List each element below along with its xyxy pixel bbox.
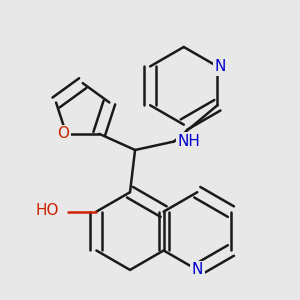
Text: HO: HO [36,203,59,218]
Text: N: N [214,59,226,74]
Text: O: O [58,126,70,141]
Text: NH: NH [178,134,201,149]
Text: N: N [192,262,203,278]
